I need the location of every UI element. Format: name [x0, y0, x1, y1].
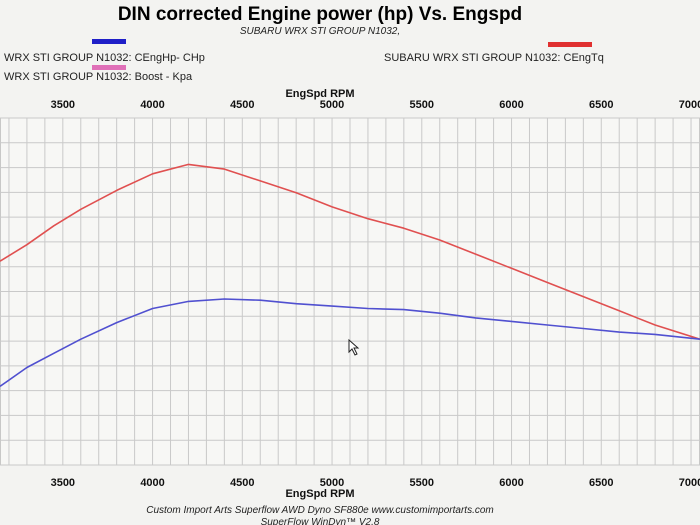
legend-label-tq: SUBARU WRX STI GROUP N1032: CEngTq [384, 52, 604, 64]
series-group [0, 163, 700, 388]
x-ticks-bottom: 3500 4000 4500 5000 5500 6000 6500 7000 [51, 477, 700, 489]
x-tick-bottom-4500: 4500 [230, 477, 254, 489]
x-tick-bottom-3500: 3500 [51, 477, 75, 489]
chart-title: DIN corrected Engine power (hp) Vs. Engs… [118, 4, 522, 25]
x-tick-bottom-7000: 7000 [679, 477, 700, 489]
x-tick-bottom-5500: 5500 [410, 477, 434, 489]
x-axis-label-top: EngSpd RPM [285, 88, 354, 100]
legend-swatch-tq [548, 42, 592, 47]
chart-subtitle: SUBARU WRX STI GROUP N1032, [240, 26, 400, 37]
x-tick-bottom-5000: 5000 [320, 477, 344, 489]
x-tick-bottom-6500: 6500 [589, 477, 613, 489]
series-line-power [0, 298, 700, 388]
x-tick-top-6500: 6500 [589, 99, 613, 111]
x-tick-top-4000: 4000 [140, 99, 164, 111]
x-tick-top-4500: 4500 [230, 99, 254, 111]
x-tick-top-7000: 7000 [679, 99, 700, 111]
x-tick-top-6000: 6000 [499, 99, 523, 111]
x-tick-top-5500: 5500 [410, 99, 434, 111]
mouse-cursor-icon [348, 338, 360, 356]
legend-swatch-boost [92, 65, 126, 70]
x-tick-top-5000: 5000 [320, 99, 344, 111]
x-ticks-top: 3500 4000 4500 5000 5500 6000 6500 7000 [51, 99, 700, 111]
x-tick-top-3500: 3500 [51, 99, 75, 111]
legend-swatch-hp [92, 39, 126, 44]
x-tick-bottom-4000: 4000 [140, 477, 164, 489]
legend-label-hp: WRX STI GROUP N1032: CEngHp- CHp [4, 52, 205, 64]
series-line-torque [0, 163, 700, 340]
grid-lines [0, 117, 700, 466]
x-axis-label-bottom: EngSpd RPM [285, 488, 354, 500]
footer-line-2: SuperFlow WinDyn™ V2.8 [261, 517, 380, 525]
x-tick-bottom-6000: 6000 [499, 477, 523, 489]
legend-label-boost: WRX STI GROUP N1032: Boost - Kpa [4, 71, 193, 83]
footer-line-1: Custom Import Arts Superflow AWD Dyno SF… [146, 505, 494, 516]
